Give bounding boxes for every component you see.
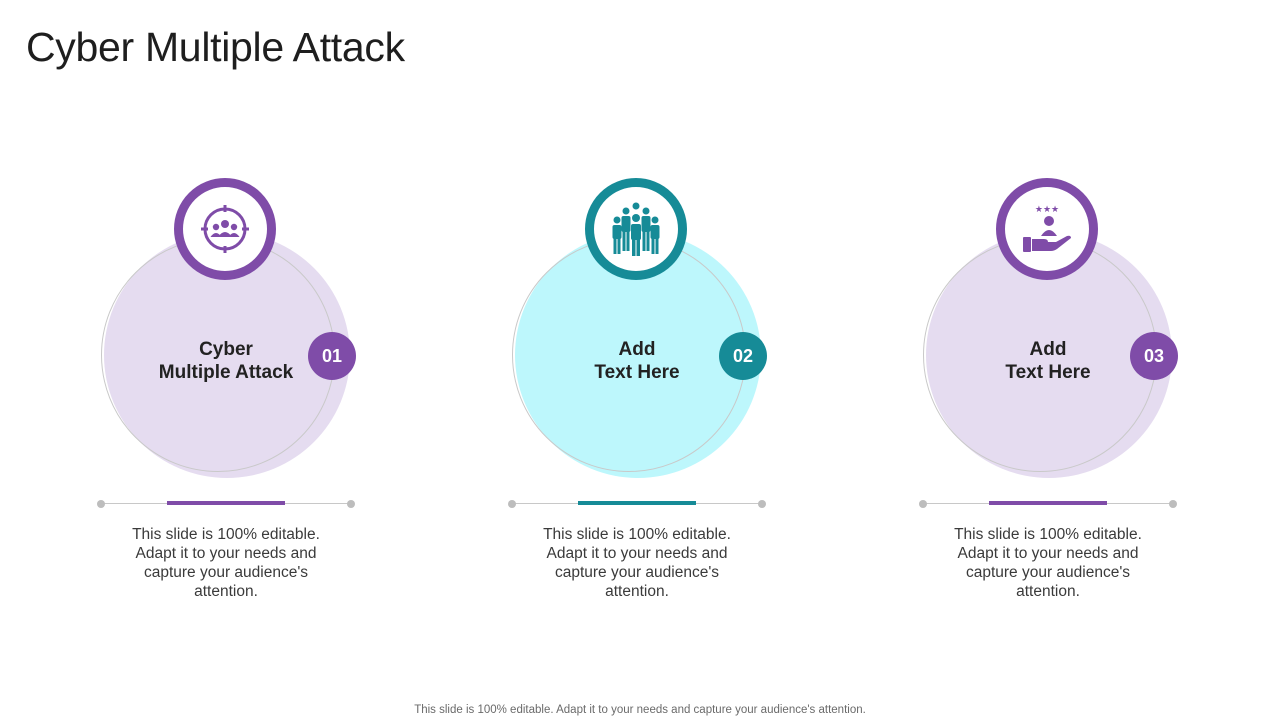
divider-dot-left xyxy=(919,500,927,508)
footer-note: This slide is 100% editable. Adapt it to… xyxy=(414,704,866,716)
svg-text:★★★: ★★★ xyxy=(1035,205,1059,215)
target-group-icon xyxy=(201,205,249,253)
card-title: Add Text Here xyxy=(1005,339,1091,383)
divider-dot-right xyxy=(1169,500,1177,508)
number-badge: 01 xyxy=(308,332,356,380)
number-badge: 02 xyxy=(719,332,767,380)
icon-ring xyxy=(174,178,276,280)
divider-dot-right xyxy=(347,500,355,508)
step-card-2: Add Text Here 02 This slide is 100% edit… xyxy=(487,0,787,620)
icon-ring: ★★★ xyxy=(996,178,1098,280)
customer-rating-hand-icon: ★★★ xyxy=(1023,205,1071,252)
number-badge: 03 xyxy=(1130,332,1178,380)
accent-bar xyxy=(989,501,1107,505)
card-description: This slide is 100% editable. Adapt it to… xyxy=(954,526,1142,600)
card-description: This slide is 100% editable. Adapt it to… xyxy=(543,526,731,600)
accent-bar xyxy=(167,501,285,505)
divider-dot-left xyxy=(97,500,105,508)
slide-title: Cyber Multiple Attack xyxy=(26,24,405,70)
step-card-3: ★★★ Add Text Here 03 This slide is 100% … xyxy=(898,0,1198,620)
card-description: This slide is 100% editable. Adapt it to… xyxy=(132,526,320,600)
divider-dot-right xyxy=(758,500,766,508)
card-title: Cyber Multiple Attack xyxy=(158,339,294,383)
accent-bar xyxy=(578,501,696,505)
step-card-1: Cyber Multiple Attack 01 This slide is 1… xyxy=(76,0,376,620)
divider-dot-left xyxy=(508,500,516,508)
icon-ring xyxy=(585,178,687,280)
card-title: Add Text Here xyxy=(594,339,680,383)
team-group-icon xyxy=(612,202,660,256)
